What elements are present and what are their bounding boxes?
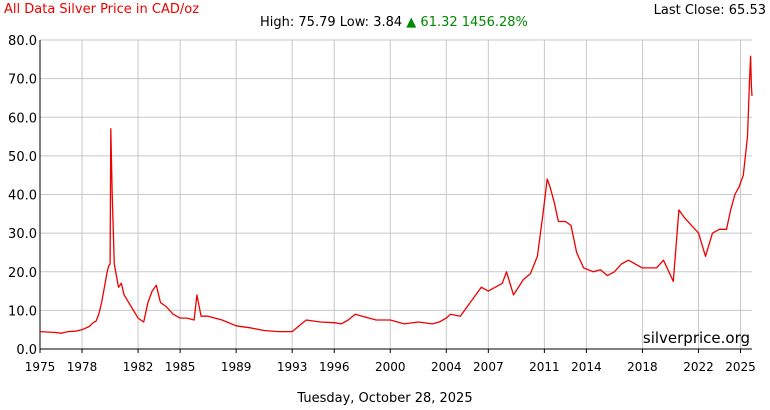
chart-date: Tuesday, October 28, 2025 — [297, 391, 473, 406]
price-stats: High: 75.79 Low: 3.84 ▲ 61.32 1456.28% — [260, 15, 528, 30]
x-tick-label: 1978 — [67, 360, 98, 374]
y-tick-label: 30.0 — [8, 227, 37, 242]
y-tick-label: 80.0 — [8, 34, 37, 49]
x-tick-label: 1993 — [277, 360, 308, 374]
x-tick-label: 2000 — [375, 360, 406, 374]
x-tick-label: 1996 — [319, 360, 350, 374]
low-value: 3.84 — [373, 15, 403, 30]
y-tick-label: 0.0 — [16, 343, 37, 358]
x-tick-label: 1975 — [25, 360, 56, 374]
x-tick-label: 2018 — [627, 360, 658, 374]
change-value: 61.32 — [420, 15, 458, 30]
x-tick-label: 2025 — [725, 360, 756, 374]
y-tick-label: 20.0 — [8, 266, 37, 281]
y-tick-label: 10.0 — [8, 304, 37, 319]
low-label: Low: — [339, 15, 370, 30]
watermark-text: silverprice.org — [643, 329, 750, 347]
x-tick-label: 1985 — [165, 360, 196, 374]
high-label: High: — [260, 15, 295, 30]
chart-title: All Data Silver Price in CAD/oz — [4, 2, 200, 17]
series-line — [39, 55, 753, 334]
x-tick-label: 2004 — [431, 360, 462, 374]
y-tick-label: 50.0 — [8, 150, 37, 165]
x-tick-label: 2014 — [571, 360, 602, 374]
y-tick-label: 70.0 — [8, 73, 37, 88]
x-tick-label: 2011 — [529, 360, 560, 374]
y-tick-label: 60.0 — [8, 111, 37, 126]
x-tick-label: 2022 — [683, 360, 714, 374]
x-tick-label: 1989 — [221, 360, 252, 374]
change-percent: 1456.28% — [461, 15, 528, 30]
last-close: Last Close: 65.53 — [653, 3, 766, 18]
high-value: 75.79 — [298, 15, 336, 30]
change-up-icon: ▲ — [406, 15, 417, 30]
x-tick-label: 2007 — [473, 360, 504, 374]
y-tick-label: 40.0 — [8, 189, 37, 204]
x-tick-label: 1982 — [123, 360, 154, 374]
